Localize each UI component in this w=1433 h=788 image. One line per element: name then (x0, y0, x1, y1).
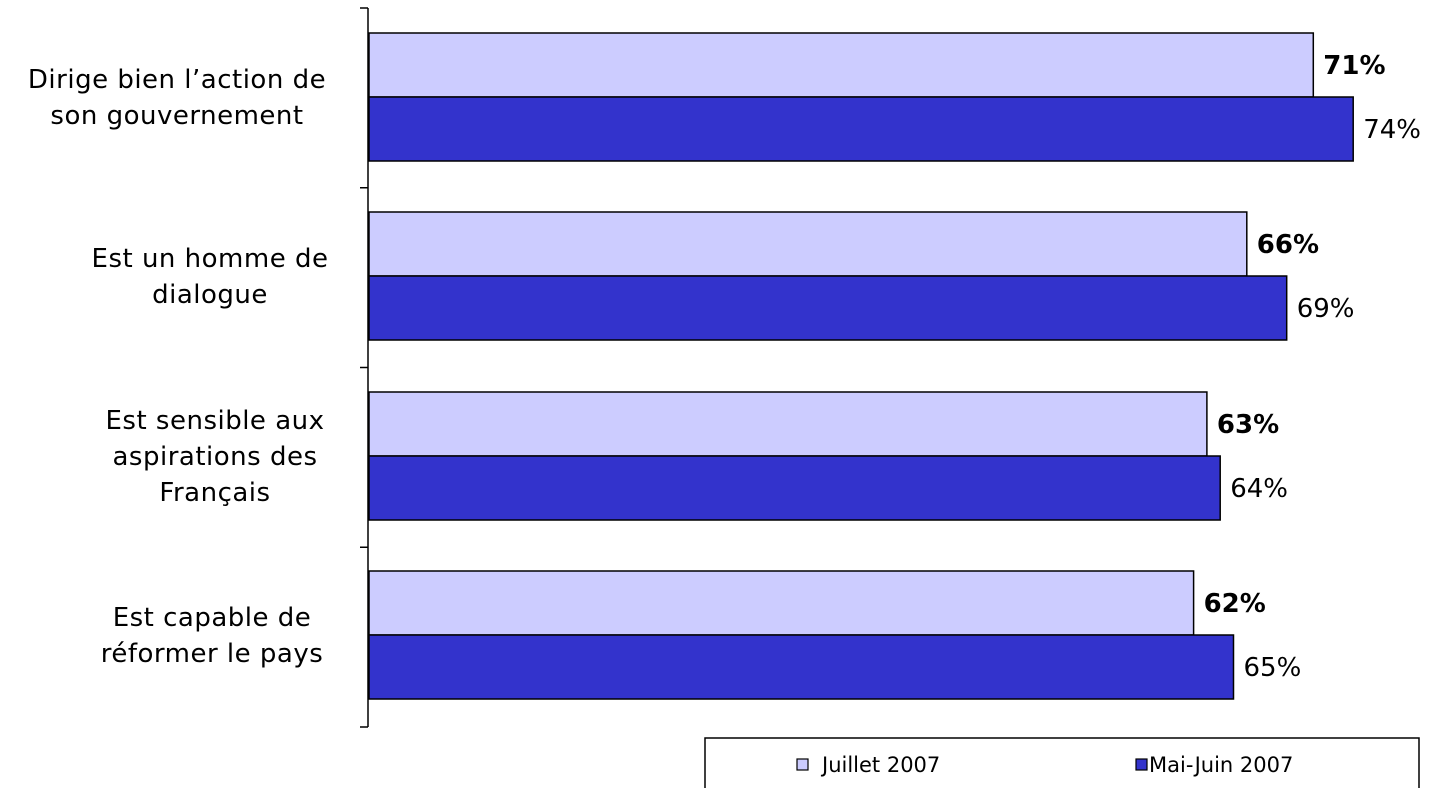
category-label: Est sensible aux aspirations des Français (105, 406, 324, 508)
category-label: Dirige bien l’action de son gouvernement (28, 65, 326, 131)
category-label-line: aspirations des (113, 442, 318, 472)
bar-juillet (368, 211, 1248, 277)
data-label-mai-juin: 64% (1230, 474, 1288, 504)
category-label-line: son gouvernement (50, 101, 303, 131)
legend-box (704, 737, 1420, 788)
category-label-line: Est capable de (113, 603, 312, 633)
legend-swatch-mai-juin (1135, 758, 1148, 771)
category-label-line: Dirige bien l’action de (28, 65, 326, 95)
data-labels: 71% 74% 66% 69% 63% 64% 62% 65% (1204, 51, 1421, 683)
data-label-mai-juin: 65% (1244, 653, 1302, 683)
category-label-line: Français (159, 478, 270, 508)
category-label: Est capable de réformer le pays (101, 603, 324, 669)
data-label-mai-juin: 74% (1363, 115, 1421, 145)
legend-label-juillet: Juillet 2007 (820, 753, 940, 777)
bar-mai-juin (368, 96, 1354, 162)
bar-mai-juin (368, 634, 1235, 700)
bar-juillet (368, 32, 1315, 98)
category-label-line: Est un homme de (92, 244, 329, 274)
bars (368, 32, 1354, 700)
data-label-juillet: 62% (1204, 589, 1266, 619)
category-label-line: dialogue (152, 280, 268, 310)
category-labels: Dirige bien l’action de son gouvernement E… (28, 65, 329, 669)
bar-mai-juin (368, 455, 1221, 521)
bar-mai-juin (368, 275, 1288, 341)
category-axis (360, 7, 369, 728)
category-label-line: Est sensible aux (105, 406, 324, 436)
category-label-line: réformer le pays (101, 639, 324, 669)
legend-label-mai-juin: Mai-Juin 2007 (1149, 753, 1293, 777)
category-label: Est un homme de dialogue (92, 244, 329, 310)
bar-juillet (368, 391, 1208, 457)
legend-swatch-juillet (796, 758, 809, 771)
data-label-juillet: 71% (1323, 51, 1385, 81)
bar-juillet (368, 570, 1195, 636)
legend: Juillet 2007 Mai-Juin 2007 (704, 737, 1420, 788)
data-label-mai-juin: 69% (1297, 294, 1355, 324)
data-label-juillet: 63% (1217, 410, 1279, 440)
data-label-juillet: 66% (1257, 230, 1319, 260)
